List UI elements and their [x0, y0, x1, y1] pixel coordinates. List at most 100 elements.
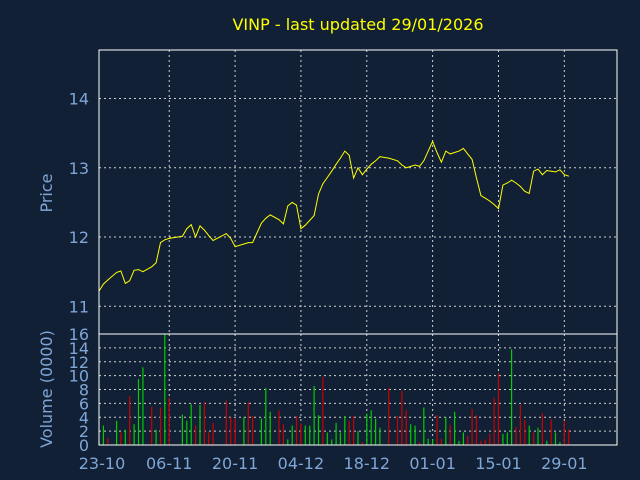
price-point [230, 238, 232, 239]
price-point [449, 153, 451, 155]
volume-plot-frame [98, 333, 618, 446]
price-point [160, 242, 161, 244]
price-y-tick-label: 13 [69, 159, 89, 178]
price-point [379, 156, 381, 158]
x-tick-label: 23-10 [79, 454, 126, 473]
volume-y-tick-label: 6 [79, 394, 89, 413]
price-point [366, 168, 368, 170]
price-point [480, 195, 482, 196]
price-point [247, 242, 249, 244]
price-point [138, 269, 139, 270]
price-point [186, 228, 188, 230]
price-point [489, 200, 491, 202]
volume-grid [98, 334, 617, 445]
price-point [212, 240, 214, 241]
price-axis-label: Price [37, 173, 56, 212]
price-point [375, 160, 376, 162]
price-point [155, 262, 157, 264]
price-y-tick-label: 12 [69, 228, 89, 247]
price-point [458, 150, 460, 152]
price-point [427, 150, 429, 152]
price-point [164, 239, 166, 241]
price-point [304, 224, 306, 226]
price-point [265, 217, 267, 219]
volume-y-tick-label: 0 [79, 436, 89, 455]
price-y-tick-label: 11 [69, 297, 89, 316]
price-point [357, 167, 359, 169]
price-point [124, 283, 126, 284]
x-tick-label: 01-01 [409, 454, 456, 473]
price-point [199, 225, 201, 227]
volume-y-tick-label: 2 [79, 422, 89, 441]
price-y-tick-labels: 11 12 13 14 [69, 89, 89, 316]
price-point [208, 235, 210, 237]
price-point [225, 233, 227, 235]
x-tick-label: 06-11 [146, 454, 193, 473]
price-point [116, 272, 117, 273]
price-point [563, 174, 565, 176]
price-point [559, 169, 561, 171]
price-point [243, 243, 245, 245]
price-point [252, 242, 254, 244]
price-point [471, 159, 473, 160]
price-point [498, 208, 499, 210]
price-point [463, 148, 464, 149]
price-point [511, 179, 512, 181]
price-series [98, 140, 570, 292]
price-point [326, 177, 328, 178]
price-point [542, 174, 543, 176]
chart-title: VINP - last updated 29/01/2026 [232, 15, 483, 34]
x-tick-label: 20-11 [212, 454, 259, 473]
price-point [537, 168, 539, 170]
price-point [506, 182, 508, 184]
price-point [195, 236, 197, 238]
volume-y-tick-label: 8 [79, 381, 89, 400]
x-tick-label: 29-01 [541, 454, 588, 473]
price-point [423, 160, 425, 162]
price-point [129, 280, 131, 282]
price-point [120, 270, 122, 272]
x-tick-label: 04-12 [278, 454, 325, 473]
volume-axis-label: Volume (0000) [37, 330, 56, 448]
price-point [397, 160, 398, 162]
price-point [476, 177, 477, 179]
price-point [388, 157, 390, 159]
volume-y-tick-label: 16 [69, 325, 89, 344]
price-point [515, 182, 517, 184]
price-point [419, 166, 420, 167]
price-point [533, 170, 534, 172]
price-point [142, 271, 144, 273]
volume-y-tick-label: 12 [69, 353, 89, 372]
price-point [335, 163, 337, 165]
price-point [520, 186, 521, 187]
volume-y-tick-label: 4 [79, 408, 89, 427]
price-point [300, 228, 302, 230]
price-point [340, 157, 341, 159]
price-point [362, 174, 363, 176]
price-point [524, 190, 526, 192]
price-point [103, 283, 104, 285]
price-point [107, 279, 109, 281]
price-point [234, 246, 236, 248]
price-point [287, 205, 289, 207]
price-point [484, 197, 486, 199]
price-point [269, 214, 271, 216]
price-point [445, 150, 447, 152]
price-point [331, 170, 333, 172]
price-point [454, 152, 455, 153]
price-point [401, 164, 403, 166]
price-point [353, 177, 354, 179]
price-point [182, 235, 183, 237]
price-point [309, 220, 311, 221]
price-point [441, 161, 442, 163]
price-point [410, 166, 412, 167]
volume-bars [98, 334, 570, 445]
volume-y-tick-label: 10 [69, 367, 89, 386]
price-point [322, 183, 324, 185]
price-y-tick-label: 14 [69, 89, 89, 108]
price-point [296, 204, 297, 206]
price-point [261, 222, 262, 224]
